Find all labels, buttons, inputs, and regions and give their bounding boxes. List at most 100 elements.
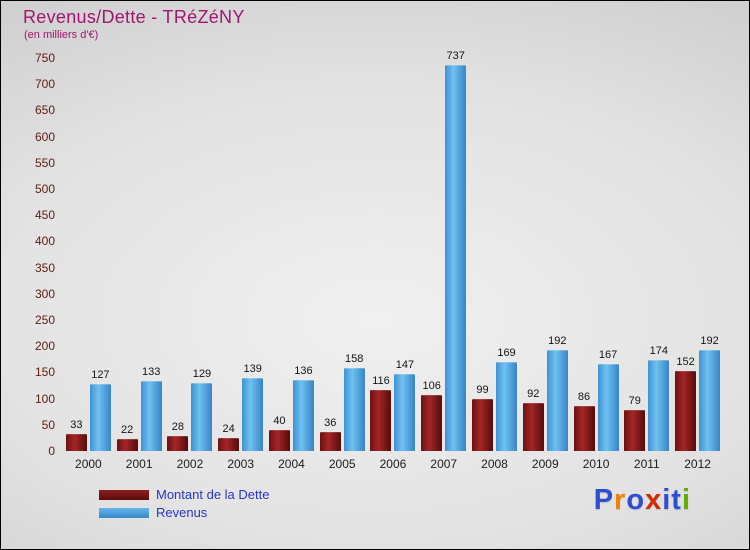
y-tick-label: 50 (41, 417, 55, 432)
bar-group-2010: 86 167 (571, 58, 622, 451)
bar-value-label: 152 (676, 356, 695, 369)
x-tick-label: 2010 (582, 457, 610, 471)
chart-subtitle: (en milliers d'€) (24, 29, 99, 41)
x-tick-label: 2007 (430, 457, 458, 471)
bar-dette-2011: 79 (624, 395, 646, 451)
bar-dette-2006: 116 (370, 375, 392, 451)
bar-value-label: 167 (598, 348, 618, 361)
legend-swatch-revenus (99, 507, 149, 518)
bar-value-label: 33 (70, 418, 83, 431)
bar-revenus-2001: 133 (140, 366, 162, 451)
bar-value-label: 133 (141, 366, 161, 379)
y-tick-label: 0 (48, 444, 55, 458)
logo-letter: r (614, 484, 627, 516)
y-tick-label: 350 (34, 260, 55, 275)
bar-value-label: 147 (395, 358, 415, 371)
bar-value-label: 99 (476, 384, 489, 397)
bar-dette-2012: 152 (675, 356, 697, 451)
bar-value-label: 737 (446, 49, 465, 62)
bar-value-label: 116 (372, 375, 390, 388)
bar-value-label: 79 (628, 394, 641, 407)
x-tick-label: 2005 (328, 457, 356, 471)
bar-value-label: 174 (649, 344, 668, 357)
bar-revenus-2009: 192 (546, 335, 568, 451)
y-tick-label: 650 (34, 103, 55, 118)
bar-dette-2010: 86 (573, 391, 595, 451)
bar-dette-2005: 36 (319, 417, 341, 451)
bar-dette-2001: 22 (116, 424, 138, 451)
bar-group-2001: 22 133 (114, 58, 165, 451)
bar-revenus-2005: 158 (343, 353, 365, 451)
x-tick-label: 2000 (75, 457, 102, 471)
bar-dette-2002: 28 (167, 421, 189, 451)
legend-item-revenus: Revenus (99, 505, 269, 520)
bar-revenus-2012: 192 (699, 335, 721, 451)
bar-revenus-2004: 136 (292, 365, 314, 451)
bar-group-2007: 106 737 (418, 50, 469, 451)
bar-revenus-2008: 169 (496, 347, 517, 451)
legend-label-dette: Montant de la Dette (156, 487, 270, 502)
bar-group-2011: 79 174 (621, 58, 672, 451)
bar-value-label: 40 (273, 415, 286, 428)
bar-revenus-2011: 174 (648, 345, 670, 451)
y-tick-label: 200 (34, 339, 55, 354)
x-axis: 2000 2001 2002 2003 2004 2005 2006 2007 2008 2009… (63, 457, 723, 471)
logo-letter: x (645, 484, 663, 516)
bar-value-label: 36 (324, 417, 337, 430)
bar-revenus-2003: 139 (242, 363, 264, 451)
bar-group-2000: 33 127 (63, 58, 114, 451)
bar-group-2002: 28 129 (165, 58, 216, 451)
y-axis: 0 50 100 150 200 250 300 350 400 450 500 550 600 650 7… (1, 51, 55, 458)
x-tick-label: 2009 (531, 457, 559, 471)
y-tick-label: 150 (34, 365, 55, 380)
logo-letter: i (662, 484, 672, 516)
bar-group-2004: 40 136 (266, 58, 317, 451)
legend: Montant de la Dette Revenus (99, 487, 269, 523)
bar-group-2012: 152 192 (672, 58, 723, 451)
y-tick-label: 600 (34, 129, 55, 144)
bar-revenus-2002: 129 (191, 368, 213, 451)
bar-group-2009: 92 192 (520, 58, 571, 451)
bar-dette-2007: 106 (421, 380, 443, 451)
y-tick-label: 700 (34, 77, 55, 92)
x-tick-label: 2011 (633, 457, 660, 471)
y-tick-label: 400 (34, 234, 55, 249)
bar-value-label: 24 (222, 423, 235, 436)
bar-dette-2009: 92 (522, 388, 544, 451)
chart-title: Revenus/Dette - TRéZéNY (23, 7, 245, 27)
legend-item-dette: Montant de la Dette (99, 487, 269, 502)
bar-value-label: 86 (577, 390, 591, 403)
bar-value-label: 28 (171, 421, 185, 434)
x-tick-label: 2002 (176, 457, 204, 471)
logo-letter: t (671, 484, 682, 516)
bar-value-label: 139 (243, 363, 262, 376)
bar-value-label: 129 (192, 368, 212, 381)
y-tick-label: 500 (34, 182, 55, 196)
x-tick-label: 2004 (278, 457, 305, 471)
x-tick-label: 2012 (684, 457, 711, 471)
logo-letter: i (681, 484, 691, 516)
x-tick-label: 2008 (481, 457, 508, 471)
x-tick-label: 2001 (125, 457, 153, 471)
bar-revenus-2007: 737 (445, 50, 467, 451)
logo-letter: o (626, 484, 646, 516)
bar-value-label: 136 (294, 364, 313, 377)
bar-group-2008: 99 169 (469, 58, 520, 451)
bar-dette-2004: 40 (268, 415, 290, 451)
bar-value-label: 127 (91, 369, 110, 382)
logo-letter: P (593, 484, 615, 516)
bar-group-2005: 36 158 (317, 58, 368, 451)
bar-value-label: 192 (548, 335, 567, 348)
y-tick-label: 550 (34, 155, 55, 170)
y-tick-label: 300 (34, 286, 55, 301)
bar-value-label: 106 (422, 380, 441, 393)
x-tick-label: 2006 (379, 457, 407, 471)
bar-value-label: 158 (345, 353, 364, 366)
bar-revenus-2006: 147 (394, 359, 416, 451)
bar-group-2006: 116 147 (368, 58, 419, 451)
bar-group-2003: 24 139 (215, 58, 266, 451)
bar-dette-2008: 99 (472, 384, 493, 451)
legend-label-revenus: Revenus (156, 505, 208, 520)
bar-revenus-2010: 167 (597, 349, 619, 451)
